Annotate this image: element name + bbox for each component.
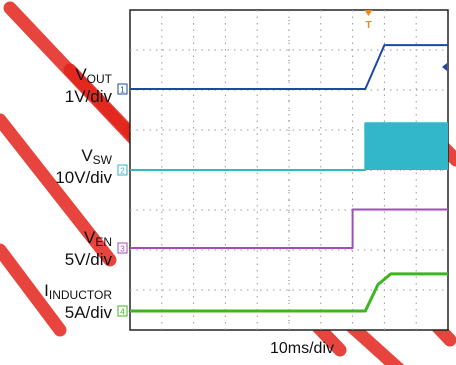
watermark-stripe <box>0 243 67 337</box>
grid <box>130 10 448 330</box>
vsw-label: VSW 10V/div <box>55 146 112 187</box>
iinductor-label: IINDUCTOR 5A/div <box>44 281 112 322</box>
watermark-stripe <box>0 113 117 267</box>
trace-vout <box>130 44 448 90</box>
channel-marker-box <box>117 242 128 254</box>
series-iinductor: 4 <box>117 272 448 317</box>
trigger-marker: T <box>365 20 371 31</box>
ven-label: VEN 5V/div <box>64 228 112 269</box>
channel-marker-3: 3 <box>120 245 125 254</box>
series-vout: 1 <box>117 44 448 95</box>
vsw-switching-band <box>365 123 448 170</box>
channel-marker-2: 2 <box>120 167 125 176</box>
x-axis-label: 10ms/div <box>269 340 335 357</box>
series-ven: 3 <box>117 208 448 254</box>
channel-marker-1: 1 <box>120 86 125 95</box>
trace-ven <box>130 208 448 249</box>
level-arrow <box>442 63 447 71</box>
channel-marker-4: 4 <box>120 308 125 317</box>
trigger-arrow <box>364 10 373 16</box>
channel-marker-box <box>117 305 128 317</box>
channel-marker-box <box>117 164 128 176</box>
channel-marker-box <box>117 83 128 95</box>
trace-vsw <box>130 122 448 171</box>
trace-iinductor <box>130 272 448 313</box>
vout-label: VOUT 1V/div <box>64 65 112 106</box>
series-vsw: 2 <box>117 122 448 176</box>
